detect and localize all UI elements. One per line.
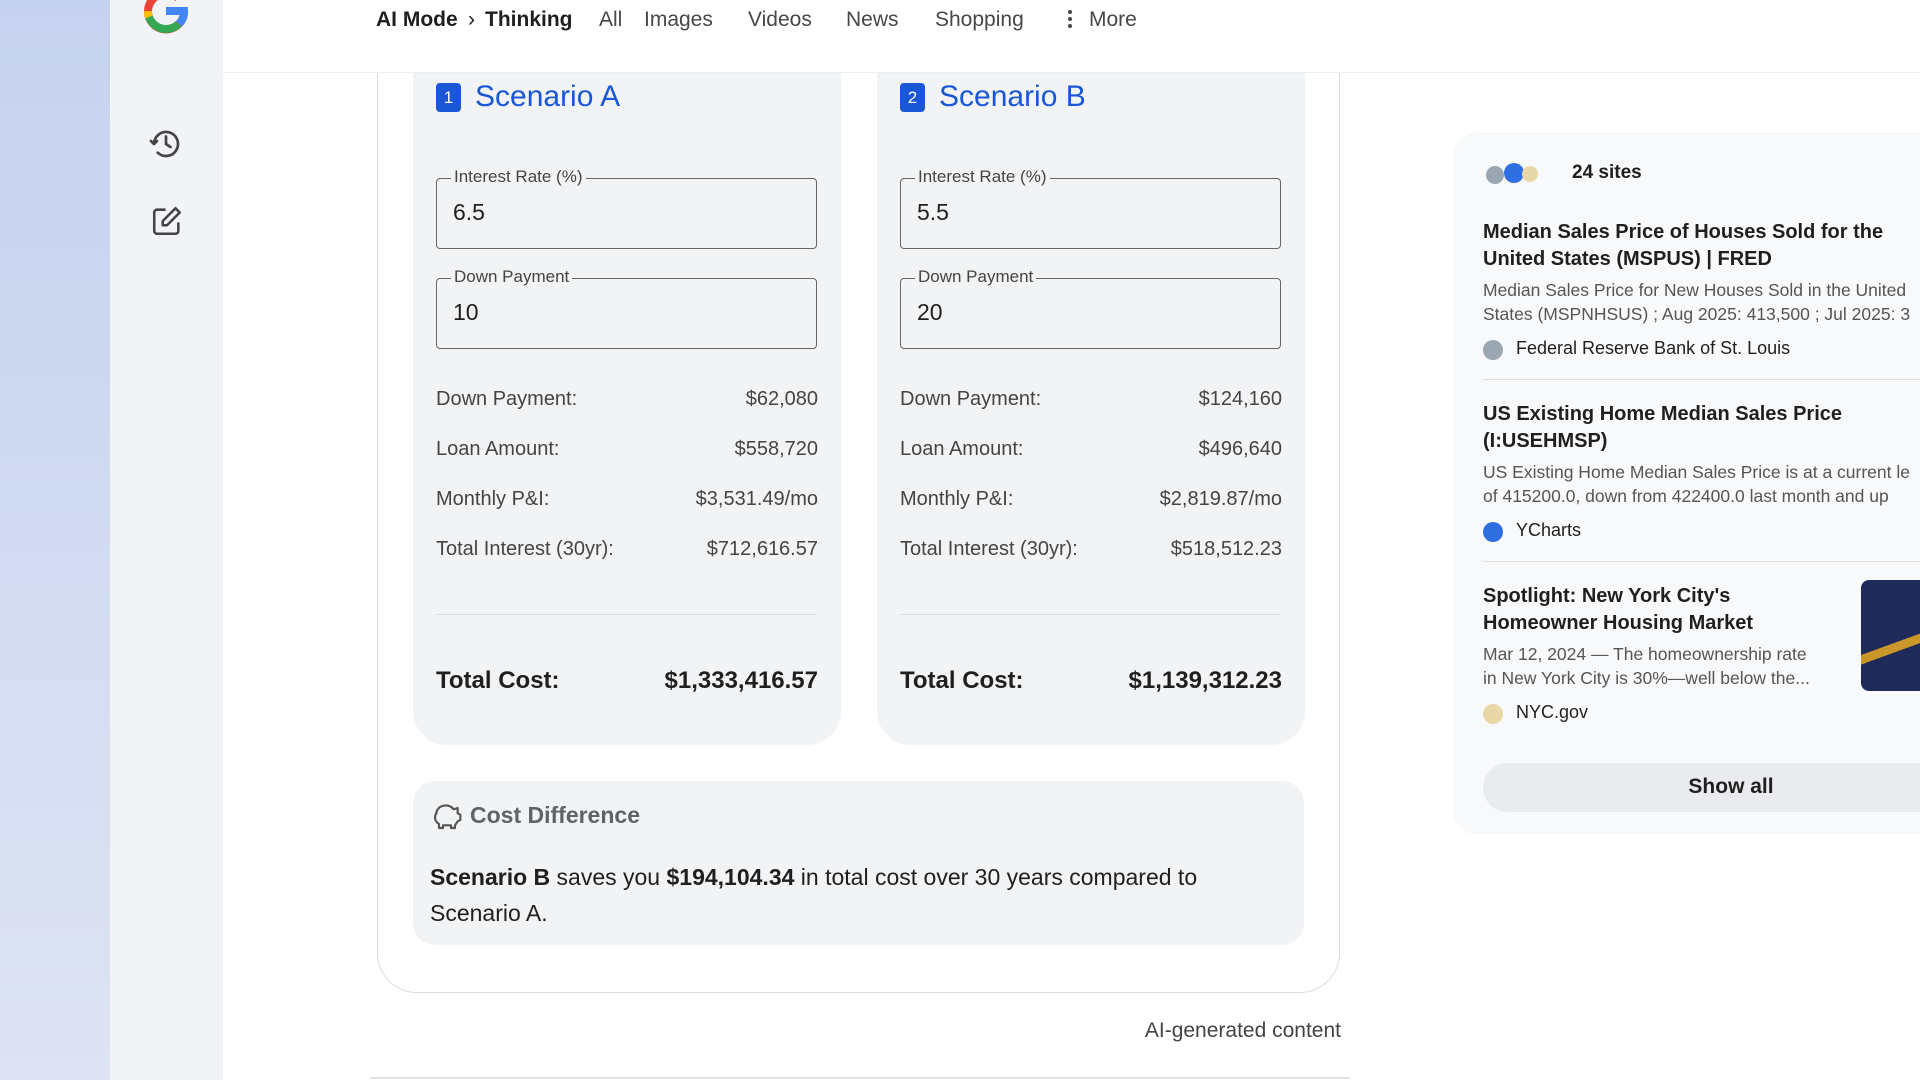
nav-tab[interactable]: All <box>599 8 623 31</box>
scenario-title: Scenario A <box>475 80 621 113</box>
row-value: $712,616.57 <box>706 538 818 560</box>
google-logo[interactable] <box>143 0 189 34</box>
text-input[interactable]: Interest Rate (%) 5.5 <box>900 167 1281 249</box>
scenario-badge: 2 <box>900 83 925 112</box>
text-strong: $194,104.34 <box>666 864 795 890</box>
source-thumbnail <box>1861 580 1920 691</box>
breadcrumb[interactable]: AI Mode <box>376 8 458 31</box>
input-label: Interest Rate (%) <box>451 167 586 187</box>
nav-tab[interactable]: Shopping <box>935 8 1024 31</box>
row-label: Loan Amount: <box>436 438 560 460</box>
top-nav: AI Mode › Thinking All Images Videos New… <box>223 0 1920 73</box>
source-snippet: of 415200.0, down from 422400.0 last mon… <box>1483 486 1889 506</box>
source-title: United States (MSPUS) | FRED <box>1483 248 1772 270</box>
row-label: Monthly P&I: <box>436 488 550 510</box>
text-input[interactable]: Down Payment 10 <box>436 267 817 349</box>
nav-more[interactable]: More <box>1089 8 1137 31</box>
row-value: $518,512.23 <box>1170 538 1282 560</box>
total-value: $1,139,312.23 <box>1128 667 1282 694</box>
breadcrumb-separator: › <box>468 8 475 31</box>
piggy-icon <box>433 804 462 830</box>
new-chat-icon[interactable] <box>150 204 184 238</box>
text-input[interactable]: Interest Rate (%) 6.5 <box>436 167 817 249</box>
row-value: $3,531.49/mo <box>695 488 818 510</box>
source-name: YCharts <box>1516 520 1582 540</box>
source-item[interactable]: Median Sales Price of Houses Sold for th… <box>1483 221 1920 391</box>
source-snippet: Median Sales Price for New Houses Sold i… <box>1483 280 1907 300</box>
left-rail <box>0 0 110 1080</box>
text: saves you <box>550 864 667 890</box>
source-snippet: Mar 12, 2024 — The homeownership rate <box>1483 644 1807 664</box>
row-value: $558,720 <box>734 438 818 460</box>
total-label: Total Cost: <box>900 667 1024 694</box>
row-label: Total Interest (30yr): <box>900 538 1078 560</box>
sources-panel: 24 sites Show all Median Sales Price of … <box>1453 132 1920 835</box>
button-label: Show all <box>1688 775 1774 798</box>
row-label: Loan Amount: <box>900 438 1024 460</box>
source-item[interactable]: Spotlight: New York City's Homeowner Hous… <box>1483 585 1920 755</box>
source-snippet: States (MSPNHSUS) ; Aug 2025: 413,500 ; … <box>1483 304 1911 324</box>
divider <box>370 1077 1350 1079</box>
source-title: (I:USEHMSP) <box>1483 430 1608 452</box>
difference-title: Cost Difference <box>470 802 640 828</box>
history-icon[interactable] <box>148 126 184 162</box>
scenario-badge: 1 <box>436 83 461 112</box>
ai-disclaimer: AI-generated content <box>1144 1019 1341 1042</box>
input-value: 5.5 <box>917 199 949 225</box>
row-value: $124,160 <box>1198 388 1282 410</box>
nav-tab[interactable]: News <box>846 8 899 31</box>
source-name: Federal Reserve Bank of St. Louis <box>1516 338 1791 358</box>
sidebar <box>110 0 223 1080</box>
source-snippet: in New York City is 30%—well below the..… <box>1483 668 1810 688</box>
source-title: US Existing Home Median Sales Price <box>1483 403 1843 425</box>
site-icons <box>1486 163 1538 184</box>
source-favicon <box>1483 522 1503 542</box>
input-label: Interest Rate (%) <box>915 167 1050 187</box>
divider <box>1483 561 1920 562</box>
input-value: 6.5 <box>453 199 485 225</box>
source-favicon <box>1483 340 1503 360</box>
scenario-card: 1 Scenario A Interest Rate (%) 6.5 Down Paym… <box>413 40 841 745</box>
row-label: Monthly P&I: <box>900 488 1014 510</box>
row-label: Down Payment: <box>436 388 578 410</box>
nav-tab[interactable]: Images <box>644 8 713 31</box>
total-value: $1,333,416.57 <box>664 667 818 694</box>
scenario-card: 2 Scenario B Interest Rate (%) 5.5 Down Paym… <box>877 40 1305 745</box>
source-favicon <box>1483 704 1503 724</box>
source-name: NYC.gov <box>1516 702 1589 722</box>
difference-box: Cost Difference Scenario B saves you $19… <box>413 781 1304 945</box>
row-value: $2,819.87/mo <box>1159 488 1282 510</box>
source-snippet: US Existing Home Median Sales Price is a… <box>1483 462 1910 482</box>
sites-count[interactable]: 24 sites <box>1572 162 1642 183</box>
source-item[interactable]: US Existing Home Median Sales Price (I:US… <box>1483 403 1920 573</box>
input-value: 20 <box>917 299 943 325</box>
row-value: $62,080 <box>745 388 818 410</box>
input-value: 10 <box>453 299 479 325</box>
divider <box>900 614 1281 615</box>
difference-text: Scenario B saves you $194,104.34 in tota… <box>430 859 1250 931</box>
breadcrumb[interactable]: Thinking <box>485 8 573 31</box>
input-label: Down Payment <box>451 267 573 287</box>
total-label: Total Cost: <box>436 667 560 694</box>
show-all-button[interactable]: Show all <box>1483 763 1920 812</box>
nav-tab[interactable]: Videos <box>748 8 812 31</box>
source-title: Spotlight: New York City's <box>1483 585 1731 607</box>
row-label: Total Interest (30yr): <box>436 538 614 560</box>
source-title: Homeowner Housing Market <box>1483 612 1754 634</box>
divider <box>1483 379 1920 380</box>
divider <box>436 614 817 615</box>
text-strong: Scenario B <box>430 864 551 890</box>
more-icon <box>1068 10 1072 28</box>
source-title: Median Sales Price of Houses Sold for th… <box>1483 221 1884 243</box>
row-value: $496,640 <box>1198 438 1282 460</box>
input-label: Down Payment <box>915 267 1037 287</box>
text-input[interactable]: Down Payment 20 <box>900 267 1281 349</box>
row-label: Down Payment: <box>900 388 1042 410</box>
text: in total cost over 30 years compared to … <box>430 864 1198 926</box>
scenario-title: Scenario B <box>939 80 1086 113</box>
